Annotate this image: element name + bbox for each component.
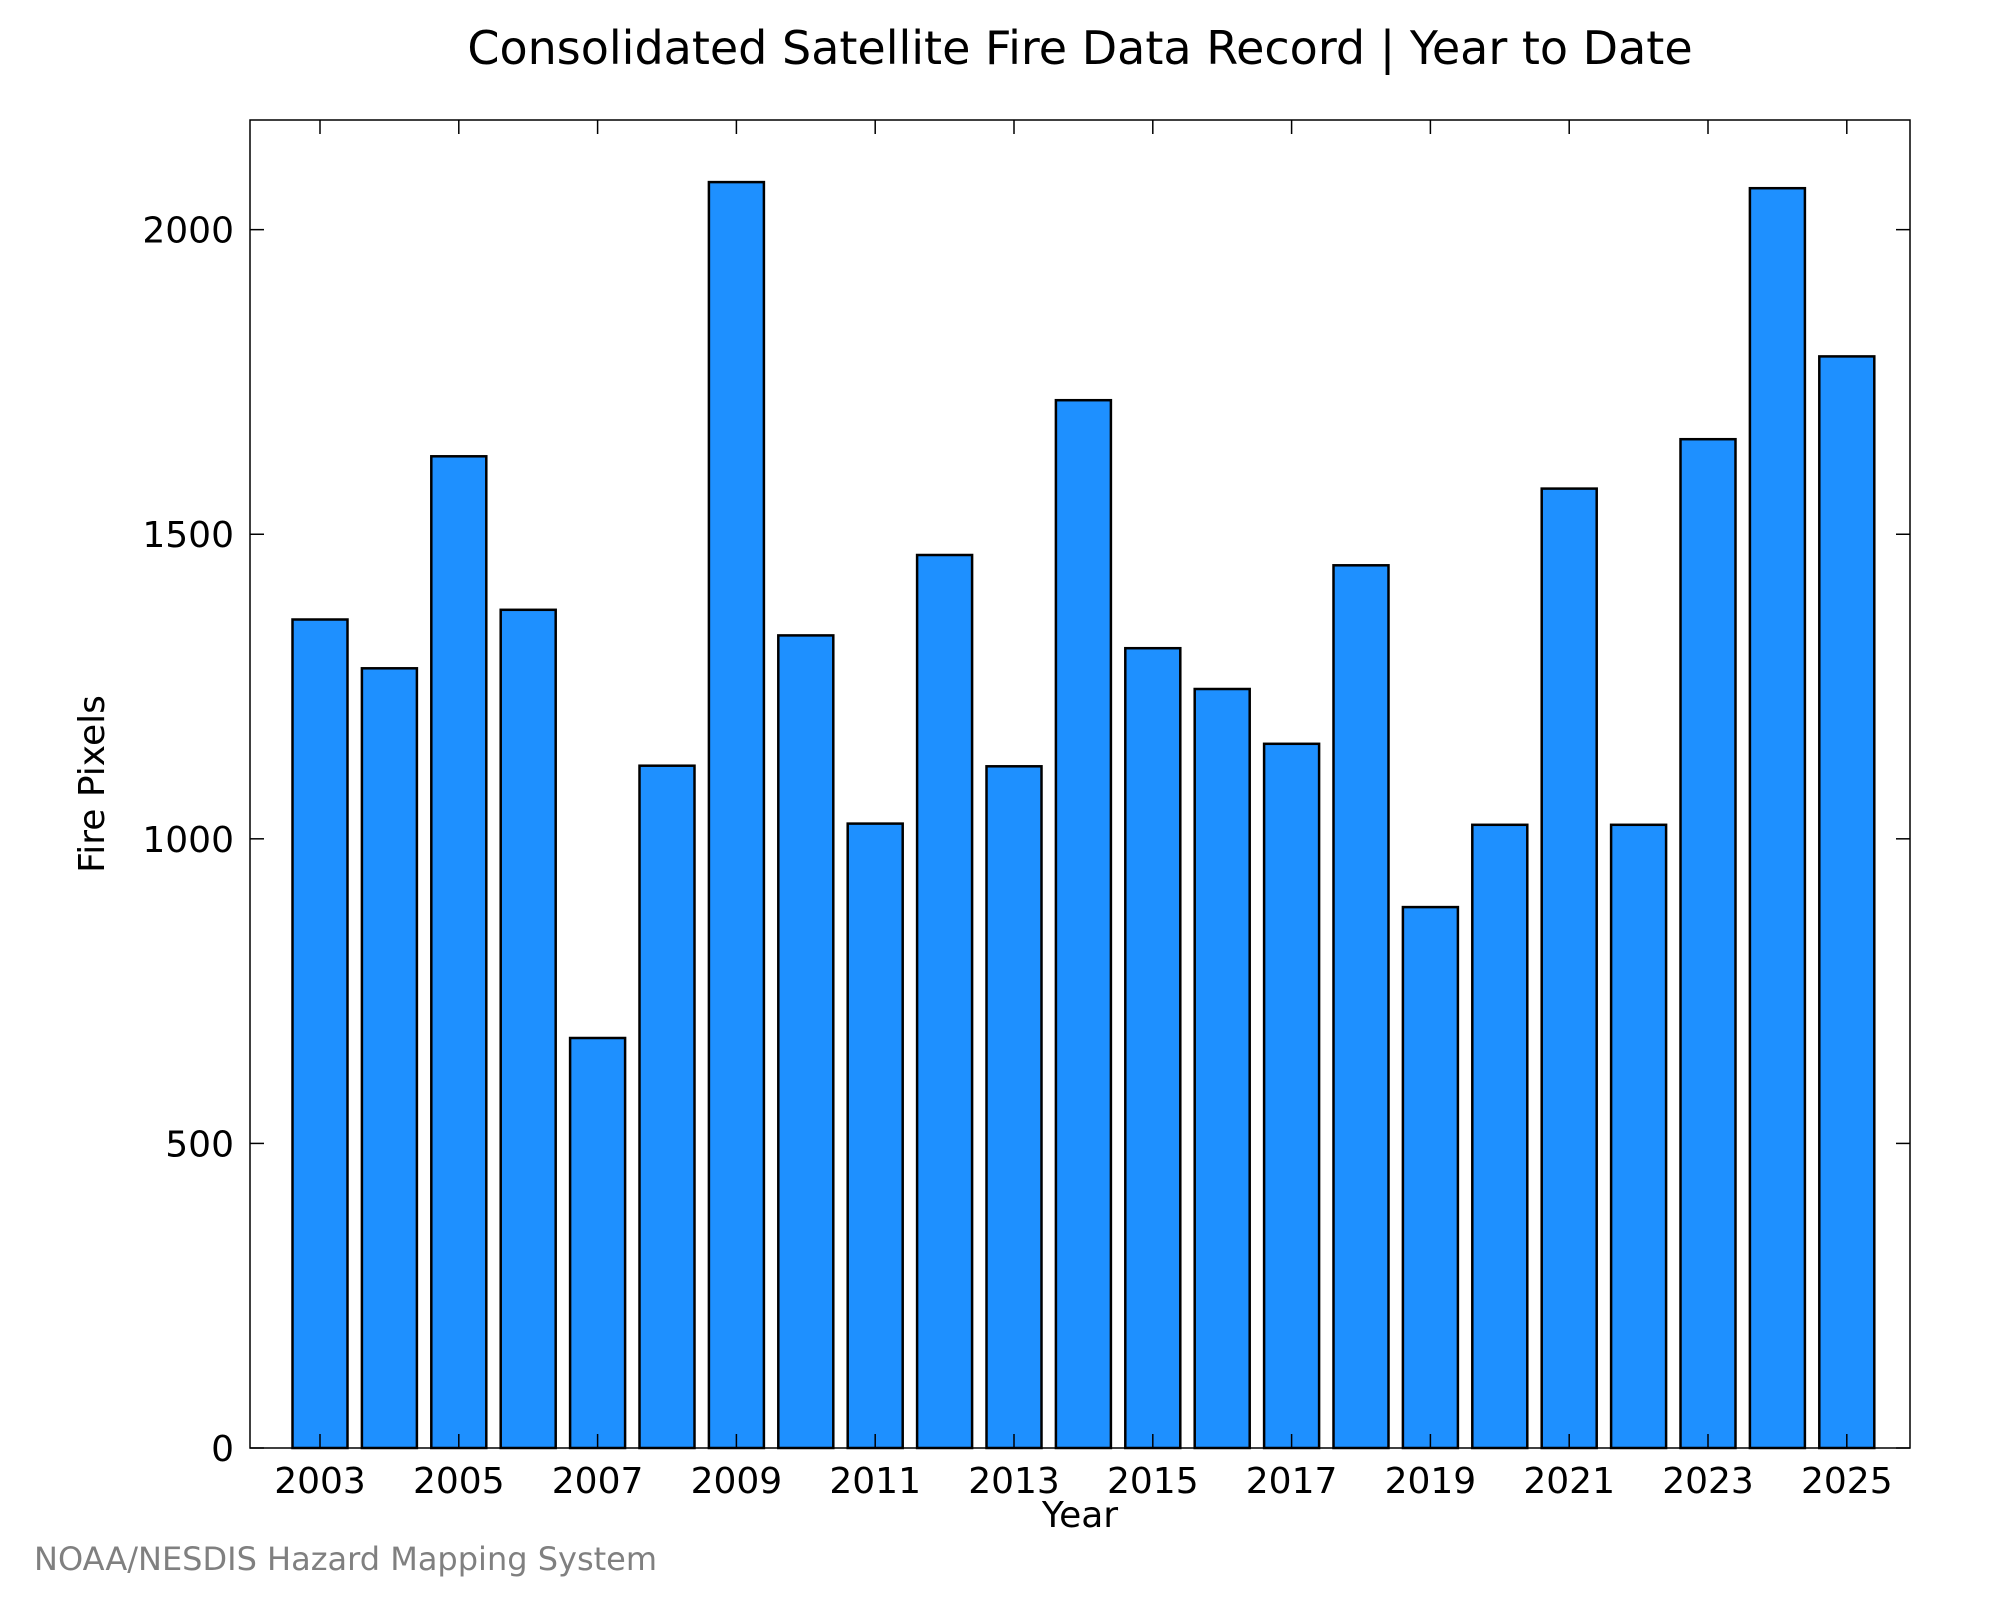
bar-2005 [430, 455, 488, 1450]
bar-2023 [1679, 437, 1737, 1450]
credit-text: NOAA/NESDIS Hazard Mapping System [34, 1540, 657, 1578]
x-tick-label-2011: 2011 [829, 1461, 921, 1502]
bar-2003 [291, 618, 349, 1450]
x-tick-label-2023: 2023 [1662, 1461, 1754, 1502]
x-tick-label-2007: 2007 [552, 1461, 644, 1502]
x-tick-label-2021: 2021 [1523, 1461, 1615, 1502]
bar-2025 [1818, 355, 1876, 1450]
y-tick-label-2000: 2000 [142, 211, 234, 252]
bar-2016 [1193, 687, 1251, 1450]
x-tick-label-2017: 2017 [1246, 1461, 1338, 1502]
bar-2024 [1748, 186, 1807, 1450]
bar-series [291, 180, 1876, 1450]
y-tick-label-1000: 1000 [142, 820, 234, 861]
bar-2022 [1609, 823, 1668, 1450]
y-tick-label-0: 0 [211, 1429, 234, 1470]
x-tick-label-2015: 2015 [1107, 1461, 1199, 1502]
bar-2017 [1262, 742, 1321, 1450]
bar-2012 [915, 553, 974, 1450]
bar-2010 [777, 634, 835, 1450]
bar-2009 [707, 180, 766, 1450]
x-axis-label: Year [1041, 1495, 1118, 1536]
bar-2020 [1471, 823, 1529, 1450]
bar-2008 [638, 764, 696, 1450]
bar-2004 [360, 667, 419, 1450]
y-tick-label-1500: 1500 [142, 515, 234, 556]
y-axis-label: Fire Pixels [72, 695, 113, 873]
bar-2006 [499, 608, 557, 1450]
bar-2015 [1124, 646, 1182, 1450]
x-tick-label-2019: 2019 [1385, 1461, 1477, 1502]
y-axis: 0 500 1000 1500 2000 [142, 211, 1910, 1470]
bar-2018 [1332, 564, 1390, 1450]
y-tick-label-500: 500 [165, 1124, 234, 1165]
x-tick-label-2005: 2005 [413, 1461, 505, 1502]
plot-frame [249, 119, 1911, 1449]
bar-2019 [1401, 905, 1460, 1450]
bar-2007 [568, 1036, 627, 1450]
x-tick-label-2003: 2003 [274, 1461, 366, 1502]
x-tick-label-2013: 2013 [968, 1461, 1060, 1502]
bar-2011 [846, 822, 904, 1450]
bar-2014 [1054, 398, 1113, 1450]
x-axis: 2003 2005 2007 2009 2011 2013 2015 2017 2019 2021… [274, 120, 1893, 1502]
chart-title: Consolidated Satellite Fire Data Record … [467, 21, 1692, 76]
x-tick-label-2009: 2009 [691, 1461, 783, 1502]
bar-2013 [985, 765, 1043, 1450]
bar-2021 [1540, 487, 1598, 1450]
x-tick-label-2025: 2025 [1801, 1461, 1893, 1502]
